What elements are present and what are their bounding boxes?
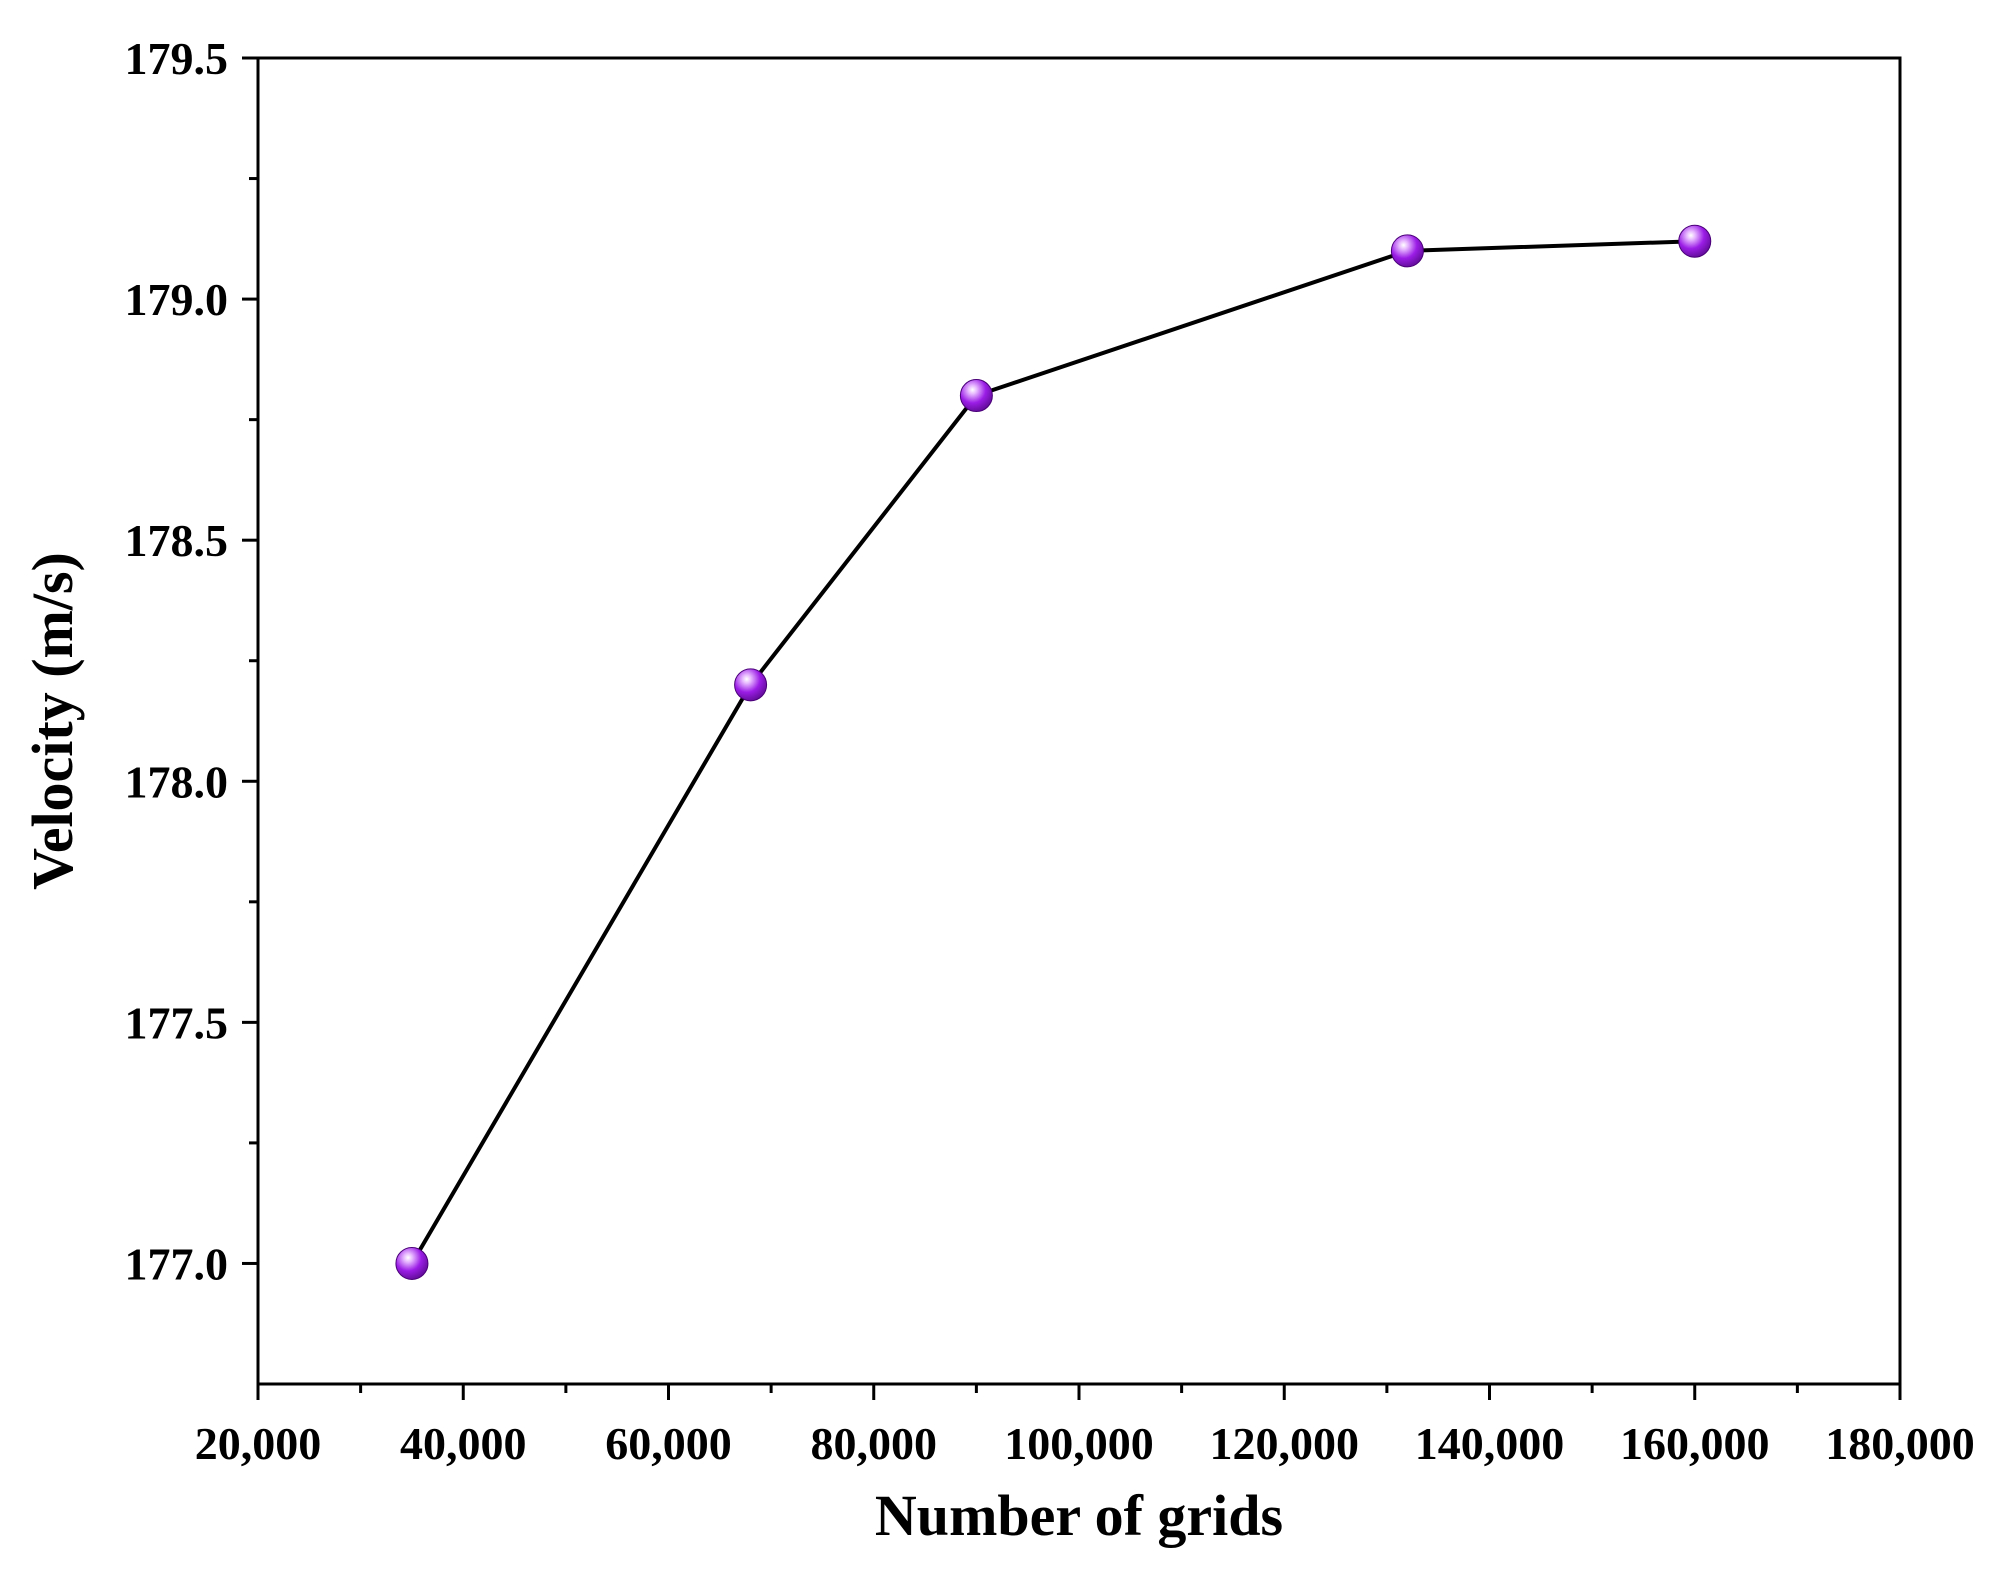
data-point: [395, 1246, 429, 1280]
data-point: [1390, 234, 1424, 268]
x-tick-label: 20,000: [195, 1418, 322, 1469]
x-axis-ticks: [256, 1384, 1902, 1400]
x-tick-label: 120,000: [1210, 1418, 1360, 1469]
series-line: [410, 239, 1695, 1265]
x-tick-label: 80,000: [811, 1418, 938, 1469]
x-tick-label: 180,000: [1825, 1418, 1975, 1469]
x-tick-label: 100,000: [1004, 1418, 1154, 1469]
data-point: [1678, 224, 1712, 258]
y-tick-label: 179.5: [125, 33, 229, 84]
x-axis-title: Number of grids: [875, 1483, 1283, 1548]
x-tick-label: 140,000: [1415, 1418, 1565, 1469]
x-tick-label: 160,000: [1620, 1418, 1770, 1469]
y-tick-label: 178.5: [125, 515, 229, 566]
series-layer: [395, 224, 1712, 1280]
x-tick-label: 40,000: [400, 1418, 527, 1469]
y-tick-label: 177.0: [125, 1238, 229, 1289]
x-axis-tick-labels: 20,000 40,000 60,000 80,000 100,000 120,000 14…: [195, 1418, 1975, 1469]
y-axis-title: Velocity (m/s): [20, 552, 85, 890]
data-point: [734, 668, 768, 702]
y-tick-label: 178.0: [125, 756, 229, 807]
y-axis-ticks: [242, 56, 258, 1265]
x-tick-label: 60,000: [605, 1418, 732, 1469]
y-axis-tick-labels: 177.0 177.5 178.0 178.5 179.0 179.5: [125, 33, 229, 1289]
y-tick-label: 177.5: [125, 997, 229, 1048]
y-tick-label: 179.0: [125, 274, 229, 325]
plot-area-frame: [256, 56, 1902, 1386]
data-point: [959, 379, 993, 413]
